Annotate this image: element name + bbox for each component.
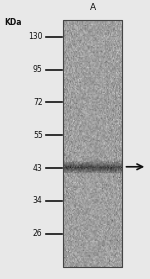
Text: A: A (90, 3, 96, 12)
Text: 34: 34 (33, 196, 43, 206)
Text: 26: 26 (33, 229, 43, 238)
Text: KDa: KDa (4, 18, 22, 27)
Text: 130: 130 (28, 32, 43, 41)
FancyBboxPatch shape (63, 20, 122, 267)
Text: 95: 95 (33, 65, 43, 74)
Text: 43: 43 (33, 164, 43, 173)
Text: 72: 72 (33, 98, 43, 107)
Text: 55: 55 (33, 131, 43, 140)
